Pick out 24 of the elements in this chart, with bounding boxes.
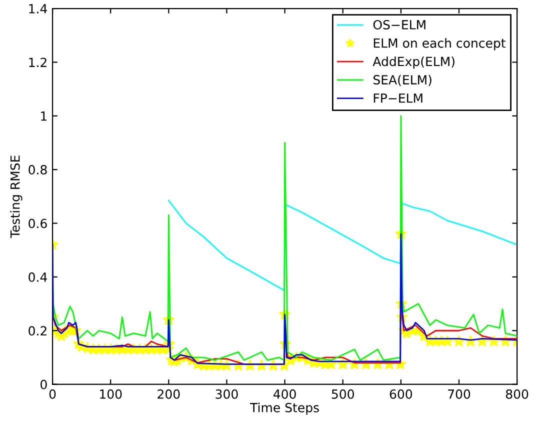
y-tick-label: 0.2 xyxy=(28,326,46,336)
legend-label: AddExp(ELM) xyxy=(372,56,454,69)
x-tick-label: 200 xyxy=(158,389,180,399)
y-tick-label: 1 xyxy=(41,112,47,121)
x-tick-label: 600 xyxy=(390,389,412,399)
y-tick-label: 0 xyxy=(40,380,47,390)
y-axis-title: Testing RMSE xyxy=(10,156,22,238)
x-tick-label: 0 xyxy=(49,389,56,399)
x-tick-label: 500 xyxy=(332,389,354,399)
legend-label: SEA(ELM) xyxy=(374,74,432,86)
x-tick-label: 800 xyxy=(506,389,528,399)
x-tick-label: 700 xyxy=(448,389,470,399)
legend-label: FP−ELM xyxy=(374,94,422,103)
y-tick-label: 0.4 xyxy=(28,272,47,282)
x-tick-label: 400 xyxy=(273,389,296,399)
y-tick-label: 1.4 xyxy=(29,4,47,14)
x-tick-label: 100 xyxy=(100,389,122,399)
y-tick-label: 1.2 xyxy=(29,58,46,67)
x-tick-label: 300 xyxy=(216,389,238,399)
y-tick-label: 0.6 xyxy=(28,218,47,228)
legend-label: OS−ELM xyxy=(373,20,426,30)
legend-label: ELM on each concept xyxy=(374,38,506,50)
y-tick-label: 0.8 xyxy=(28,165,47,175)
x-axis-title: Time Steps xyxy=(250,402,319,415)
